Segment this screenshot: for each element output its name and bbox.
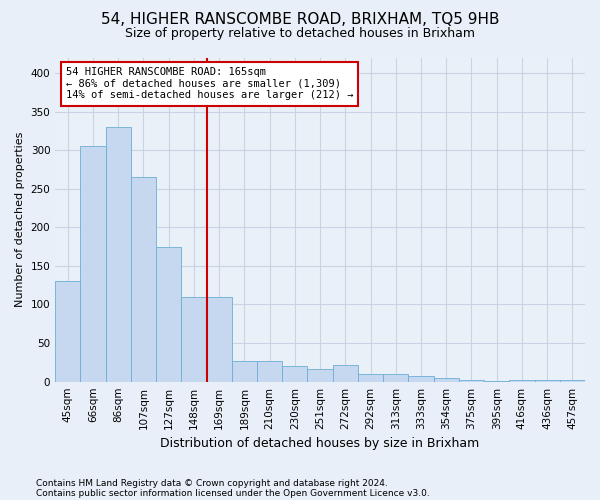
Bar — [509, 380, 535, 382]
Text: 54, HIGHER RANSCOMBE ROAD, BRIXHAM, TQ5 9HB: 54, HIGHER RANSCOMBE ROAD, BRIXHAM, TQ5 … — [101, 12, 499, 28]
Y-axis label: Number of detached properties: Number of detached properties — [15, 132, 25, 308]
Bar — [106, 127, 131, 382]
Bar — [181, 297, 206, 382]
Text: Contains public sector information licensed under the Open Government Licence v3: Contains public sector information licen… — [36, 488, 430, 498]
Text: 54 HIGHER RANSCOMBE ROAD: 165sqm
← 86% of detached houses are smaller (1,309)
14: 54 HIGHER RANSCOMBE ROAD: 165sqm ← 86% o… — [66, 67, 353, 100]
Bar — [282, 366, 307, 382]
Text: Size of property relative to detached houses in Brixham: Size of property relative to detached ho… — [125, 28, 475, 40]
Bar — [560, 380, 585, 382]
Bar — [257, 361, 282, 382]
Bar — [307, 368, 332, 382]
Bar — [409, 376, 434, 382]
Bar — [131, 177, 156, 382]
Bar — [434, 378, 459, 382]
Bar — [484, 381, 509, 382]
Bar — [232, 361, 257, 382]
Bar — [206, 297, 232, 382]
Bar — [332, 364, 358, 382]
Bar — [535, 380, 560, 382]
Bar — [55, 282, 80, 382]
Bar — [459, 380, 484, 382]
Text: Contains HM Land Registry data © Crown copyright and database right 2024.: Contains HM Land Registry data © Crown c… — [36, 478, 388, 488]
X-axis label: Distribution of detached houses by size in Brixham: Distribution of detached houses by size … — [160, 437, 480, 450]
Bar — [80, 146, 106, 382]
Bar — [358, 374, 383, 382]
Bar — [156, 246, 181, 382]
Bar — [383, 374, 409, 382]
